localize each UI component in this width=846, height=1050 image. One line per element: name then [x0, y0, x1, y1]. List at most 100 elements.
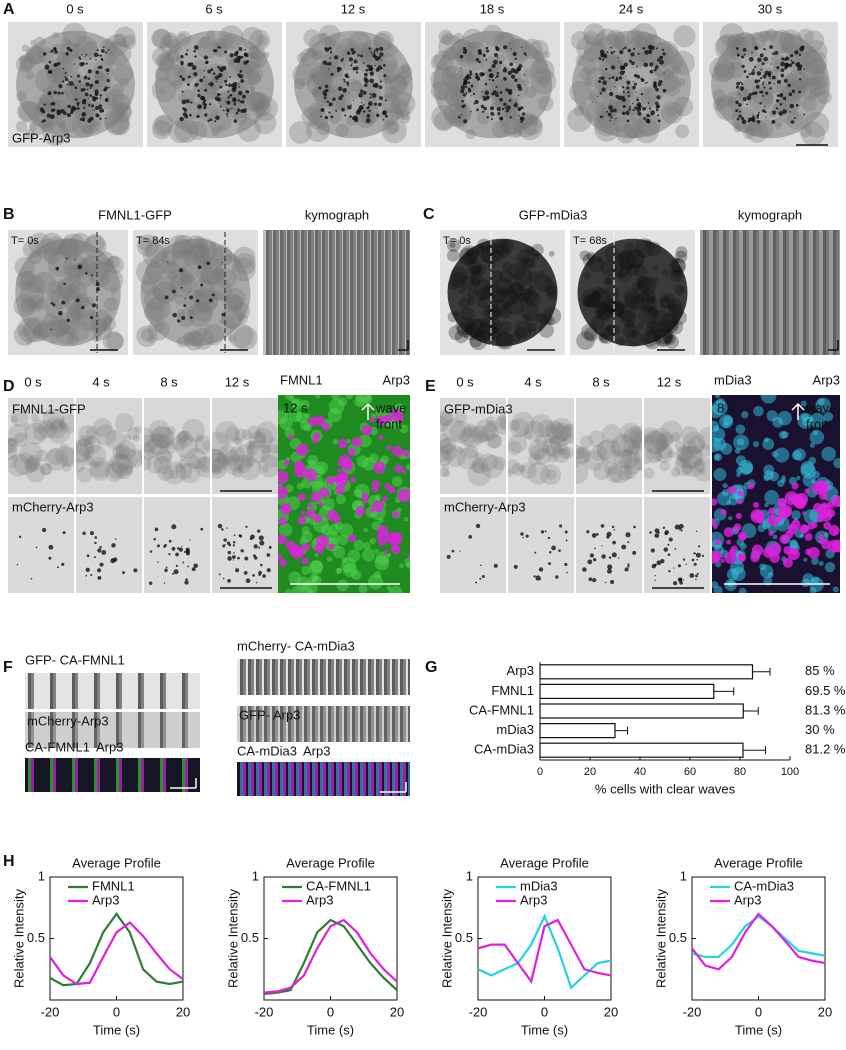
spot	[218, 25, 244, 51]
stripe	[256, 762, 259, 796]
spot	[446, 554, 451, 559]
spot	[618, 449, 639, 469]
spot	[362, 110, 366, 113]
spot	[615, 123, 637, 144]
spot	[777, 479, 785, 488]
spot	[95, 282, 100, 287]
spot	[651, 309, 670, 327]
spot	[512, 51, 517, 57]
spot	[620, 422, 641, 444]
stripe	[280, 706, 283, 742]
stripe	[368, 706, 371, 742]
spot	[332, 545, 346, 559]
spot	[637, 52, 640, 55]
spot	[99, 545, 102, 549]
spot	[213, 49, 216, 53]
spot	[231, 87, 237, 93]
spot	[290, 586, 304, 593]
spot	[244, 556, 249, 561]
spot	[406, 464, 410, 471]
spot	[622, 70, 626, 74]
spot	[294, 460, 304, 471]
spot	[596, 32, 605, 41]
spot	[784, 66, 788, 70]
spot	[233, 246, 256, 269]
spot	[600, 524, 605, 528]
spot	[644, 325, 656, 337]
spot	[347, 448, 356, 456]
stripe	[141, 712, 144, 748]
spot	[183, 108, 188, 112]
spot	[655, 326, 674, 345]
spot	[212, 72, 216, 75]
stripe	[50, 758, 53, 792]
spot	[392, 105, 402, 115]
spot	[175, 463, 193, 480]
spot	[695, 552, 701, 558]
spot	[185, 578, 188, 581]
spot	[790, 120, 795, 124]
spot	[644, 82, 647, 84]
spot	[162, 261, 181, 280]
spot	[513, 267, 533, 287]
spot	[54, 50, 58, 54]
spot	[283, 459, 290, 466]
annotation: front	[376, 416, 402, 431]
spot	[469, 265, 483, 279]
spot	[106, 97, 109, 100]
spot	[584, 30, 598, 45]
spot	[509, 281, 525, 297]
spot	[348, 92, 350, 94]
spot	[712, 524, 718, 530]
spot	[346, 81, 348, 83]
spot	[662, 69, 675, 81]
spot	[516, 249, 536, 268]
spot	[681, 426, 699, 444]
spot	[642, 47, 646, 50]
spot	[16, 270, 36, 290]
spot	[206, 245, 223, 262]
spot	[332, 97, 336, 101]
spot	[621, 111, 626, 116]
spot	[240, 79, 245, 83]
spot	[528, 453, 542, 466]
spot	[641, 295, 658, 312]
spot	[508, 419, 520, 431]
spot	[679, 580, 683, 585]
spot	[70, 307, 84, 320]
spot	[19, 279, 31, 291]
spot	[680, 445, 704, 469]
stripe	[379, 762, 382, 796]
spot	[188, 244, 210, 266]
spot	[780, 73, 785, 78]
stripe	[243, 706, 246, 742]
spot	[32, 419, 47, 434]
spot	[440, 410, 454, 427]
spot	[803, 30, 825, 52]
spot	[596, 532, 599, 536]
spot	[520, 106, 524, 110]
spot	[735, 455, 747, 466]
spot	[49, 319, 68, 338]
spot	[369, 93, 372, 96]
spot	[691, 558, 695, 562]
stripe	[266, 230, 269, 355]
spot	[502, 68, 507, 73]
spot	[756, 114, 759, 118]
spot	[189, 539, 191, 541]
spot	[320, 108, 325, 113]
spot	[837, 501, 840, 507]
spot	[200, 95, 205, 101]
stripe	[399, 230, 402, 355]
x-axis-label: Time (s)	[93, 1022, 140, 1037]
x-tick-label: -20	[683, 1004, 702, 1019]
spot	[733, 32, 757, 56]
spot	[430, 80, 451, 101]
spot	[316, 122, 330, 136]
spot	[503, 117, 525, 138]
spot	[462, 104, 466, 108]
stripe	[336, 706, 339, 742]
spot	[656, 48, 658, 50]
spot	[476, 238, 491, 253]
spot	[508, 99, 512, 102]
